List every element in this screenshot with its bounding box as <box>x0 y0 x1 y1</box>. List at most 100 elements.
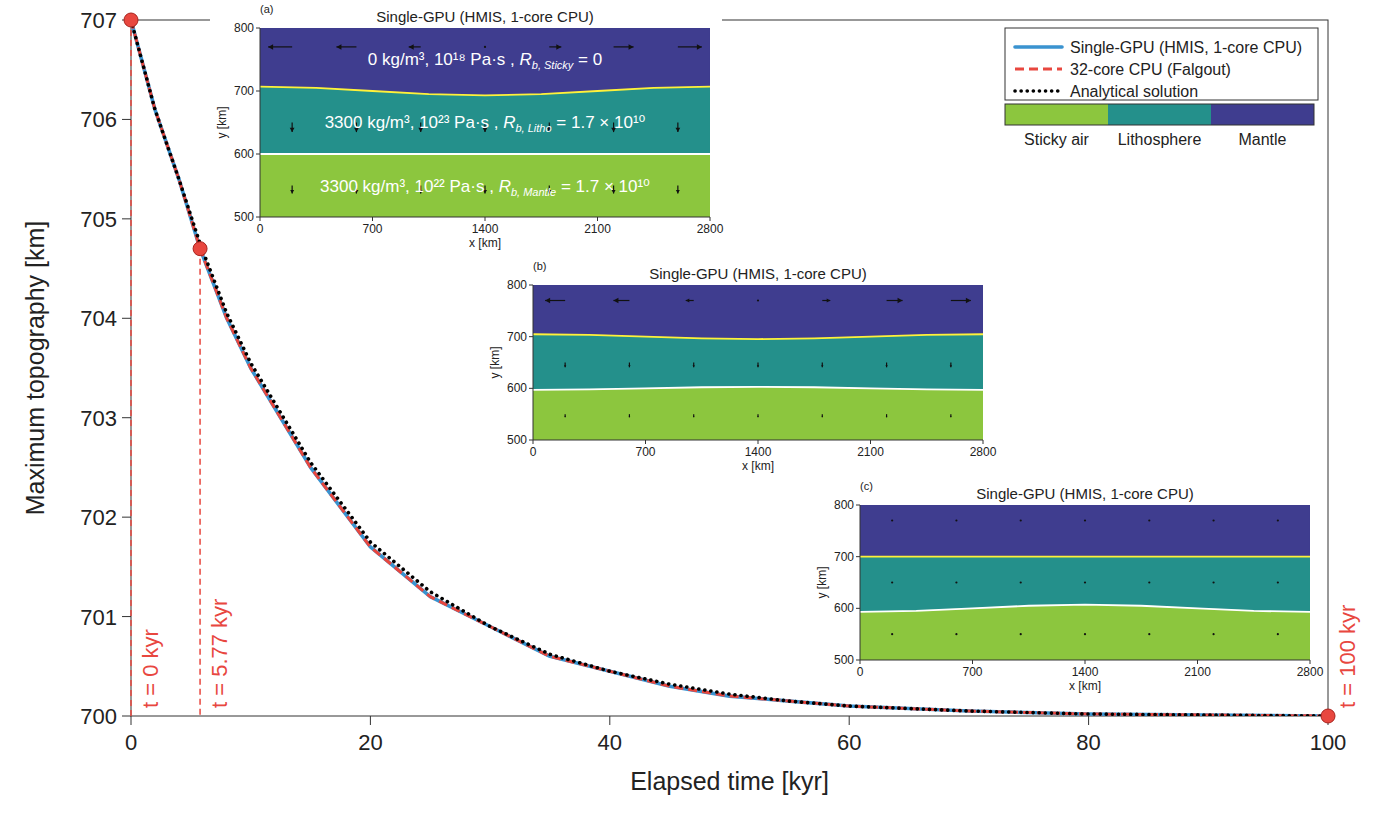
inset-y-tick <box>256 91 260 92</box>
inset-x-tick-label: 0 <box>857 665 864 679</box>
inset-x-tick-label: 2800 <box>1297 665 1324 679</box>
inset-x-tick <box>870 440 871 444</box>
arrow-head <box>629 44 634 50</box>
velocity-arrow <box>891 581 893 583</box>
velocity-arrow <box>564 363 566 368</box>
layer-label-text: 0 kg/m³, 10¹⁸ Pa·s , <box>368 50 520 69</box>
inset-y-tick <box>529 440 533 441</box>
arrow-head <box>545 298 550 304</box>
inset-title: Single-GPU (HMIS, 1-core CPU) <box>649 265 867 282</box>
inset-y-axis-title: y [km] <box>215 107 229 139</box>
inset-plot <box>533 285 983 440</box>
velocity-arrow <box>1020 519 1022 521</box>
arrow-shaft <box>822 414 823 417</box>
velocity-arrow <box>951 298 971 304</box>
arrow-head <box>629 416 631 417</box>
velocity-arrow <box>336 44 356 50</box>
velocity-arrow <box>409 44 421 50</box>
velocity-arrow <box>757 299 759 301</box>
surface-interface <box>533 334 983 339</box>
velocity-arrow <box>1084 519 1086 521</box>
series-line <box>131 20 1328 716</box>
arrow-head <box>628 365 630 367</box>
arrow-head <box>556 44 561 50</box>
y-tick <box>122 517 131 518</box>
layer <box>260 87 710 154</box>
legend-label: 32-core CPU (Falgout) <box>1070 61 1231 78</box>
arrow-head <box>693 365 695 367</box>
inset-x-tick <box>597 217 598 221</box>
inset-y-tick-label: 500 <box>234 210 254 224</box>
inset-y-tick-label: 500 <box>834 653 854 667</box>
velocity-arrow <box>1084 633 1086 635</box>
annotation-point <box>124 13 138 27</box>
annotation-label: t = 100 kyr <box>1335 605 1360 708</box>
layer <box>533 285 983 339</box>
inset-x-tick-label: 2100 <box>584 222 611 236</box>
velocity-arrow <box>290 186 294 194</box>
layer <box>860 605 1310 660</box>
velocity-arrow <box>1148 633 1150 635</box>
x-tick-label: 20 <box>358 730 382 755</box>
surface-interface <box>260 87 710 96</box>
legend-label: Single-GPU (HMIS, 1-core CPU) <box>1070 39 1302 56</box>
inset-y-tick <box>256 28 260 29</box>
arrow-shaft <box>950 414 951 417</box>
velocity-arrow <box>675 123 680 133</box>
y-tick <box>122 417 131 418</box>
velocity-arrow <box>693 414 695 417</box>
inset-y-tick <box>529 285 533 286</box>
annotation-lines <box>131 20 1328 716</box>
moho-interface <box>533 387 983 390</box>
inset-x-axis-title: x [km] <box>1069 679 1101 693</box>
layer-label-symbol: R <box>520 50 532 69</box>
inset-panel: 5006007008000700140021002800x [km]y [km]… <box>810 477 1324 698</box>
arrow-head <box>757 416 759 417</box>
layer-label-text: 3300 kg/m³, 10²² Pa·s , <box>320 177 499 196</box>
plot-frame <box>131 20 1328 716</box>
inset-x-tick <box>758 440 759 444</box>
velocity-arrow <box>693 363 695 368</box>
y-tick-label: 701 <box>80 605 117 630</box>
inset-plot <box>260 28 710 217</box>
legend-swatch <box>1015 45 1062 49</box>
layer-label: 3300 kg/m³, 10²² Pa·s , Rb, Mantle = 1.7… <box>320 177 650 198</box>
x-tick-label: 80 <box>1076 730 1100 755</box>
velocity-arrow <box>290 123 295 133</box>
inset-x-axis-title: x [km] <box>742 459 774 473</box>
inset-y-tick <box>856 608 860 609</box>
velocity-arrow <box>950 414 952 417</box>
inset-x-tick-label: 1400 <box>1072 665 1099 679</box>
layer-label-symbol: R <box>499 177 511 196</box>
y-tick-label: 702 <box>80 505 117 530</box>
arrow-head <box>676 190 680 194</box>
x-tick <box>609 716 610 725</box>
layer <box>260 154 710 217</box>
inset-x-tick <box>710 217 711 221</box>
inset-y-tick <box>856 505 860 506</box>
velocity-arrow <box>545 298 565 304</box>
arrow-head <box>886 416 888 417</box>
inset-x-tick-label: 0 <box>257 222 264 236</box>
inset-panel: 0 kg/m³, 10¹⁸ Pa·s , Rb, Sticky = 0 3300 … <box>210 0 724 255</box>
arrow-head <box>898 298 903 304</box>
inset-x-tick-label: 2800 <box>970 445 997 459</box>
inset-y-axis-title: y [km] <box>488 347 502 379</box>
inset-y-tick <box>529 336 533 337</box>
inset-y-tick <box>856 556 860 557</box>
layer <box>860 505 1310 557</box>
inset-y-axis <box>260 28 261 217</box>
layer-label-text: 3300 kg/m³, 10²³ Pa·s , <box>325 113 504 132</box>
panel-letter: (a) <box>260 3 273 15</box>
y-tick-label: 707 <box>80 8 117 33</box>
y-tick-label: 703 <box>80 406 117 431</box>
inset-y-axis <box>860 505 861 660</box>
layer-label: 0 kg/m³, 10¹⁸ Pa·s , Rb, Sticky = 0 <box>368 50 602 71</box>
y-tick-label: 704 <box>80 306 117 331</box>
inset-x-tick-label: 2800 <box>697 222 724 236</box>
inset-x-tick-label: 700 <box>362 222 382 236</box>
layer <box>260 28 710 95</box>
x-tick-label: 40 <box>598 730 622 755</box>
velocity-arrow <box>268 44 292 50</box>
inset-y-tick-label: 600 <box>834 601 854 615</box>
